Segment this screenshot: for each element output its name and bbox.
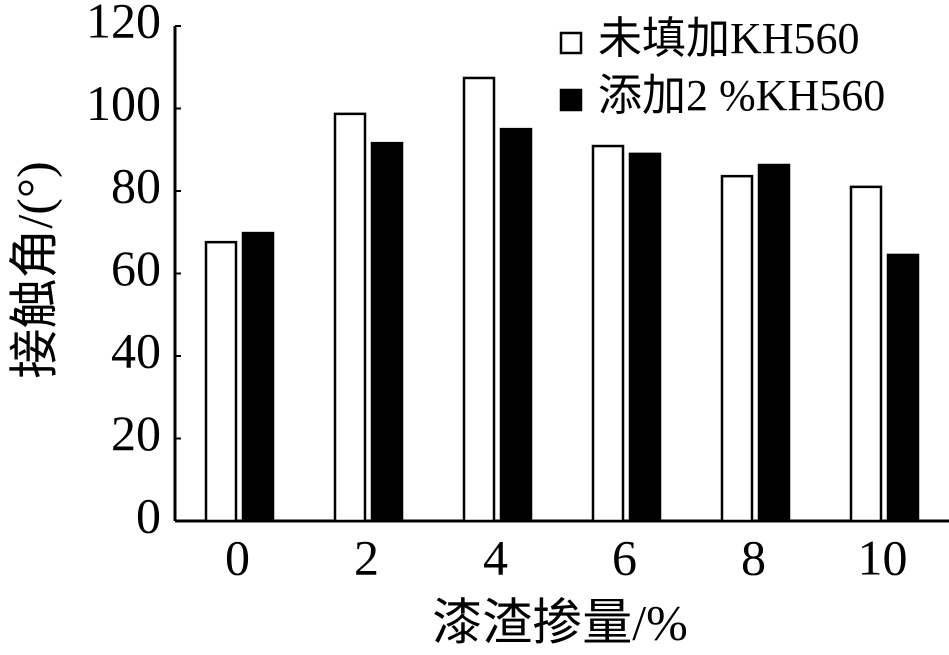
x-tick-label: 2	[354, 529, 379, 585]
bar	[628, 152, 662, 523]
y-tick-label: 100	[86, 75, 161, 131]
x-tick-label: 8	[741, 529, 766, 585]
bar	[886, 253, 920, 523]
y-tick-label: 40	[111, 322, 161, 378]
bar	[462, 76, 496, 523]
legend-label: 添加2 %KH560	[598, 71, 885, 120]
legend-swatch	[559, 31, 583, 55]
y-tick-label: 120	[86, 0, 161, 48]
bar	[370, 141, 404, 523]
bar	[333, 112, 367, 523]
bar	[241, 231, 275, 523]
x-tick-label: 0	[225, 529, 250, 585]
y-tick-label: 0	[136, 487, 161, 543]
bar	[849, 185, 883, 523]
bar	[204, 240, 238, 523]
bar	[499, 127, 533, 523]
bar	[591, 144, 625, 523]
y-tick-label: 80	[111, 157, 161, 213]
y-axis-label: 接触角/(°)	[6, 161, 62, 378]
bar	[757, 163, 791, 523]
legend-label: 未填加KH560	[598, 14, 860, 63]
x-axis-label: 漆渣掺量/%	[432, 594, 688, 650]
x-tick-label: 10	[858, 529, 908, 585]
y-tick-label: 60	[111, 240, 161, 296]
legend-swatch	[559, 88, 583, 112]
x-tick-label: 6	[612, 529, 637, 585]
bar	[720, 174, 754, 523]
x-tick-label: 4	[483, 529, 508, 585]
y-tick-label: 20	[111, 405, 161, 461]
